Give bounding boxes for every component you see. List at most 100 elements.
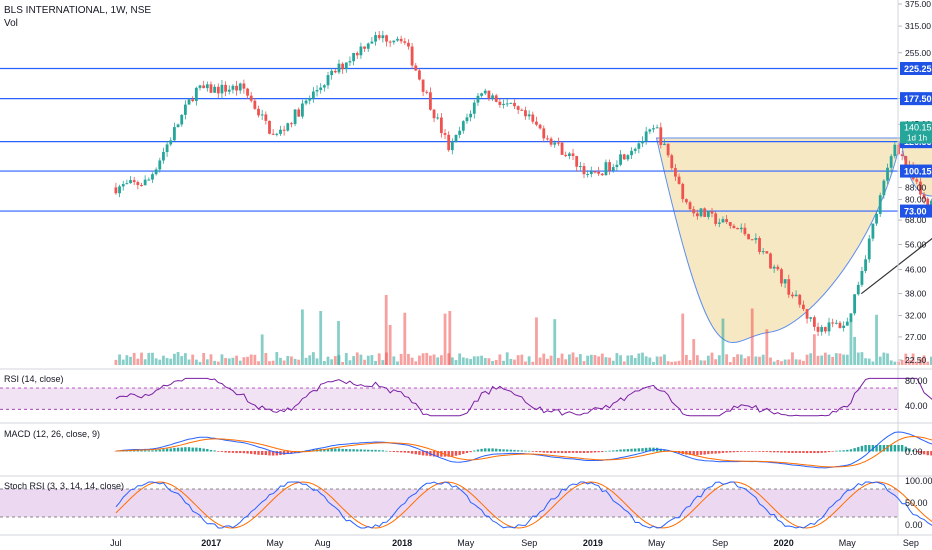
candle-body [440, 117, 443, 133]
candle-body [626, 155, 629, 159]
candle-body [356, 53, 359, 55]
macd-histogram-bar [740, 451, 742, 452]
macd-histogram-bar [382, 450, 384, 451]
price-tick-label: 27.00 [905, 332, 927, 342]
candle-body [864, 259, 867, 271]
macd-histogram-bar [261, 451, 263, 455]
price-tick-label: 315.00 [905, 21, 931, 31]
candle-body [601, 174, 604, 175]
volume-bar [360, 355, 363, 365]
candle-body [147, 180, 150, 181]
candle-body [414, 65, 417, 70]
volume-bar [400, 354, 403, 365]
time-tick-label: May [648, 538, 666, 548]
candle-body [385, 35, 388, 41]
candle-body [210, 84, 213, 92]
volume-bar [158, 360, 161, 365]
candle-body [623, 154, 626, 159]
candle-body [678, 177, 681, 184]
volume-bar [579, 354, 582, 365]
stoch-rsi-pane[interactable]: Stoch RSI (3, 3, 14, 14, close) 100.00 5… [0, 476, 932, 530]
macd-histogram-bar [762, 451, 764, 452]
volume-bar [572, 352, 575, 365]
macd-histogram-bar [747, 451, 749, 452]
rsi-pane[interactable]: RSI (14, close) 80.00 40.00 [0, 374, 932, 416]
macd-histogram-bar [510, 450, 512, 452]
candle-body [630, 151, 633, 155]
macd-histogram-bar [181, 447, 183, 451]
candle-body [780, 269, 783, 283]
macd-histogram-bar [879, 445, 881, 452]
volume-bar [831, 357, 834, 365]
candle-body [513, 103, 516, 106]
volume-bar [118, 354, 121, 365]
candle-body [820, 327, 823, 332]
macd-histogram-bar [477, 450, 479, 452]
volume-bar [513, 360, 516, 365]
price-tick-label: 22.50 [905, 355, 927, 365]
candle-body [352, 53, 355, 61]
volume-bar [151, 353, 154, 365]
macd-histogram-bar [224, 451, 226, 452]
volume-bar [206, 359, 209, 365]
macd-histogram-bar [755, 451, 757, 452]
volume-bar [125, 355, 128, 365]
symbol-title: BLS INTERNATIONAL, 1W, NSE [4, 5, 151, 16]
macd-histogram-bar [202, 449, 204, 452]
volume-bar [626, 355, 629, 365]
volume-bar [535, 317, 538, 365]
candle-body [235, 86, 238, 91]
volume-bar [378, 353, 381, 365]
time-tick-label: May [457, 538, 475, 548]
time-axis[interactable]: Jul 2017 May Aug 2018 May Sep 2019 May Sep 2020 May… [110, 538, 932, 548]
stoch-band [0, 489, 898, 517]
volume-bar [308, 355, 311, 365]
volume-bar [294, 359, 297, 365]
volume-bar [232, 358, 235, 365]
macd-histogram-bar [821, 451, 823, 453]
candle-body [378, 35, 381, 38]
volume-bar [330, 359, 333, 365]
candle-body [158, 160, 161, 169]
volume-bar [488, 358, 491, 365]
volume-bar [707, 356, 710, 365]
candle-body [700, 208, 703, 216]
macd-histogram-bar [338, 449, 340, 452]
candle-body [136, 182, 139, 185]
time-tick-label: 2017 [201, 538, 221, 548]
volume-bar [385, 295, 388, 365]
volume-bar [272, 361, 275, 365]
candle-body [652, 128, 655, 129]
candle-body [133, 180, 136, 182]
level-badge-label: 73.00 [904, 207, 927, 217]
candle-body [740, 228, 743, 229]
macd-pane[interactable]: MACD (12, 26, close, 9) 0.00 [4, 429, 932, 468]
candle-body [784, 279, 787, 283]
volume-bar [115, 360, 118, 365]
candle-body [374, 35, 377, 42]
volume-bar [795, 359, 798, 365]
macd-histogram-bar [385, 451, 387, 452]
candle-body [338, 64, 341, 73]
candle-body [707, 211, 710, 217]
macd-histogram-bar [590, 451, 592, 453]
candle-body [751, 239, 754, 240]
volume-bar [411, 358, 414, 365]
macd-histogram-bar [195, 448, 197, 452]
candle-body [857, 285, 860, 294]
volume-bar [663, 354, 666, 365]
candle-body [583, 166, 586, 174]
macd-histogram-bar [232, 451, 234, 453]
candle-body [594, 171, 597, 172]
candle-body [447, 135, 450, 150]
volume-bar [286, 356, 289, 365]
macd-histogram-bar [894, 445, 896, 452]
macd-histogram-bar [206, 449, 208, 451]
candle-body [711, 211, 714, 213]
price-axis[interactable]: 375.00315.00255.00177.50145.00126.35100.… [898, 0, 931, 365]
price-pane[interactable] [0, 31, 932, 365]
volume-bar [381, 360, 384, 365]
candle-body [718, 223, 721, 224]
candle-body [491, 95, 494, 98]
